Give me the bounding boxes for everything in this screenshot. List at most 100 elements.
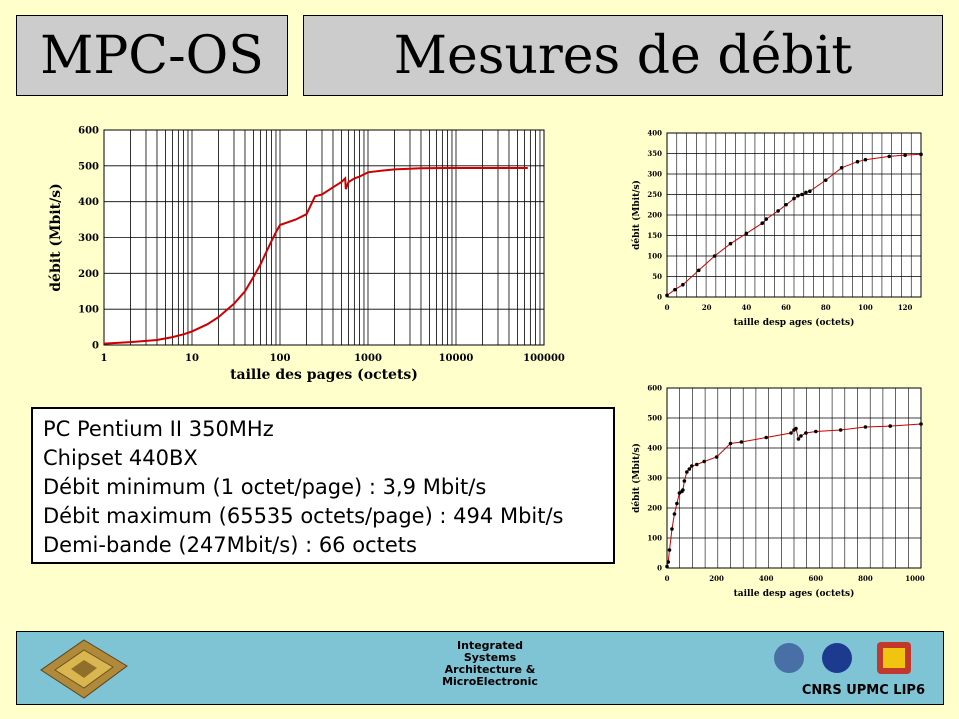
data-point [808,189,812,194]
x-tick-label: 100 [858,303,873,312]
y-tick-label: 0 [657,563,662,572]
data-point [764,217,769,221]
data-point [863,425,868,429]
data-point [675,501,679,506]
x-tick-label: 200 [709,574,724,583]
x-tick-label: 40 [742,303,752,312]
data-point [712,254,717,258]
footer-logos-label: CNRS UPMC LIP6 [801,683,925,698]
y-tick-label: 300 [647,473,662,482]
x-tick-label: 120 [898,303,913,312]
y-tick-label: 200 [78,269,99,280]
data-point [792,196,796,201]
x-tick-label: 100 [270,353,291,364]
y-tick-label: 200 [647,503,662,512]
processor-chip-icon [40,639,128,699]
x-tick-label: 80 [821,303,831,312]
data-point [714,455,719,459]
y-tick-label: 100 [647,533,662,542]
footer-bar: Integrated Systems Architecture & MicroE… [16,631,944,705]
info-box: PC Pentium II 350MHz Chipset 440BX Débit… [31,407,615,564]
y-tick-label: 500 [78,161,99,172]
small-chart-0-1024: 0 100 200 300 400 500 600 0 200 400 600 800 1000 tail… [631,383,925,599]
data-point [903,153,907,157]
x-tick-label: 600 [809,574,824,583]
footer-line-1: Integrated [457,639,523,652]
data-point [682,479,687,483]
data-point [694,462,699,467]
y-tick-label: 600 [78,126,99,137]
data-point [887,154,892,159]
x-tick-label: 800 [858,574,873,583]
y-tick-label: 50 [652,272,662,281]
y-tick-label: 100 [647,251,662,260]
title-right: Mesures de débit [393,25,853,86]
y-tick-label: 0 [92,341,99,352]
data-point [665,564,669,569]
x-tick-label: 10 [185,353,199,364]
data-point [823,178,828,182]
data-point [690,464,694,468]
footer-line-2: Systems [463,651,517,664]
x-tick-label: 1 [101,353,108,364]
info-line-cpu: PC Pentium II 350MHz [43,417,274,441]
y-tick-label: 300 [78,233,99,244]
x-axis-label: taille des pages (octets) [230,367,418,383]
data-point [800,192,804,197]
y-tick-label: 600 [647,383,662,392]
y-tick-label: 250 [647,190,662,199]
x-axis-label: taille desp ages (octets) [734,588,855,599]
y-tick-label: 400 [647,128,662,137]
data-point [863,157,868,162]
y-tick-label: 0 [657,292,662,301]
title-left-box: MPC-OS [16,15,288,96]
y-tick-label: 350 [647,149,662,158]
data-point [667,548,672,552]
data-point [796,437,801,441]
y-tick-label: 100 [78,305,99,316]
data-point [728,441,733,446]
main-throughput-chart: 0 100 200 300 400 500 600 1 10 100 1000 10000 100000… [48,126,565,384]
data-point [784,202,788,207]
y-axis-label: débit (Mbit/s) [48,183,64,291]
data-point [888,424,893,428]
small-chart-0-128: 0 50 100 150 200 250 300 350 400 0 20 40 60 80 100 120 t… [631,128,923,328]
footer-line-4: MicroElectronic [442,675,538,688]
y-tick-label: 500 [647,413,662,422]
data-point [696,268,701,273]
y-axis-label: débit (Mbit/s) [631,180,642,250]
data-point [687,467,692,471]
x-tick-label: 1000 [905,574,925,583]
data-point [665,293,669,298]
data-point [672,512,677,516]
series-line [103,167,528,345]
data-point [760,221,765,225]
data-point [764,435,769,440]
data-point [744,231,749,236]
data-point [804,190,808,195]
data-point [685,470,689,474]
data-point [804,431,808,435]
y-tick-label: 300 [647,169,662,178]
data-point [839,166,844,170]
x-tick-label: 100000 [523,353,565,364]
x-tick-label: 60 [781,303,791,312]
data-point [776,209,780,213]
data-point [681,488,685,492]
data-point [789,431,793,435]
y-tick-label: 200 [647,210,662,219]
x-tick-label: 400 [759,574,774,583]
footer-line-3: Architecture & [444,663,536,676]
data-point [799,434,803,438]
cnrs-upmc-lip6-logos-icon [774,642,911,674]
info-line-max: Débit maximum (65535 octets/page) : 494 … [43,504,564,528]
x-tick-label: 1000 [354,353,382,364]
data-point [814,429,818,434]
y-tick-label: 150 [647,231,662,240]
title-left: MPC-OS [40,25,264,86]
data-point [794,426,798,431]
info-line-chipset: Chipset 440BX [43,446,198,470]
x-tick-label: 0 [665,574,670,583]
data-point [702,459,707,464]
data-point [919,152,923,157]
